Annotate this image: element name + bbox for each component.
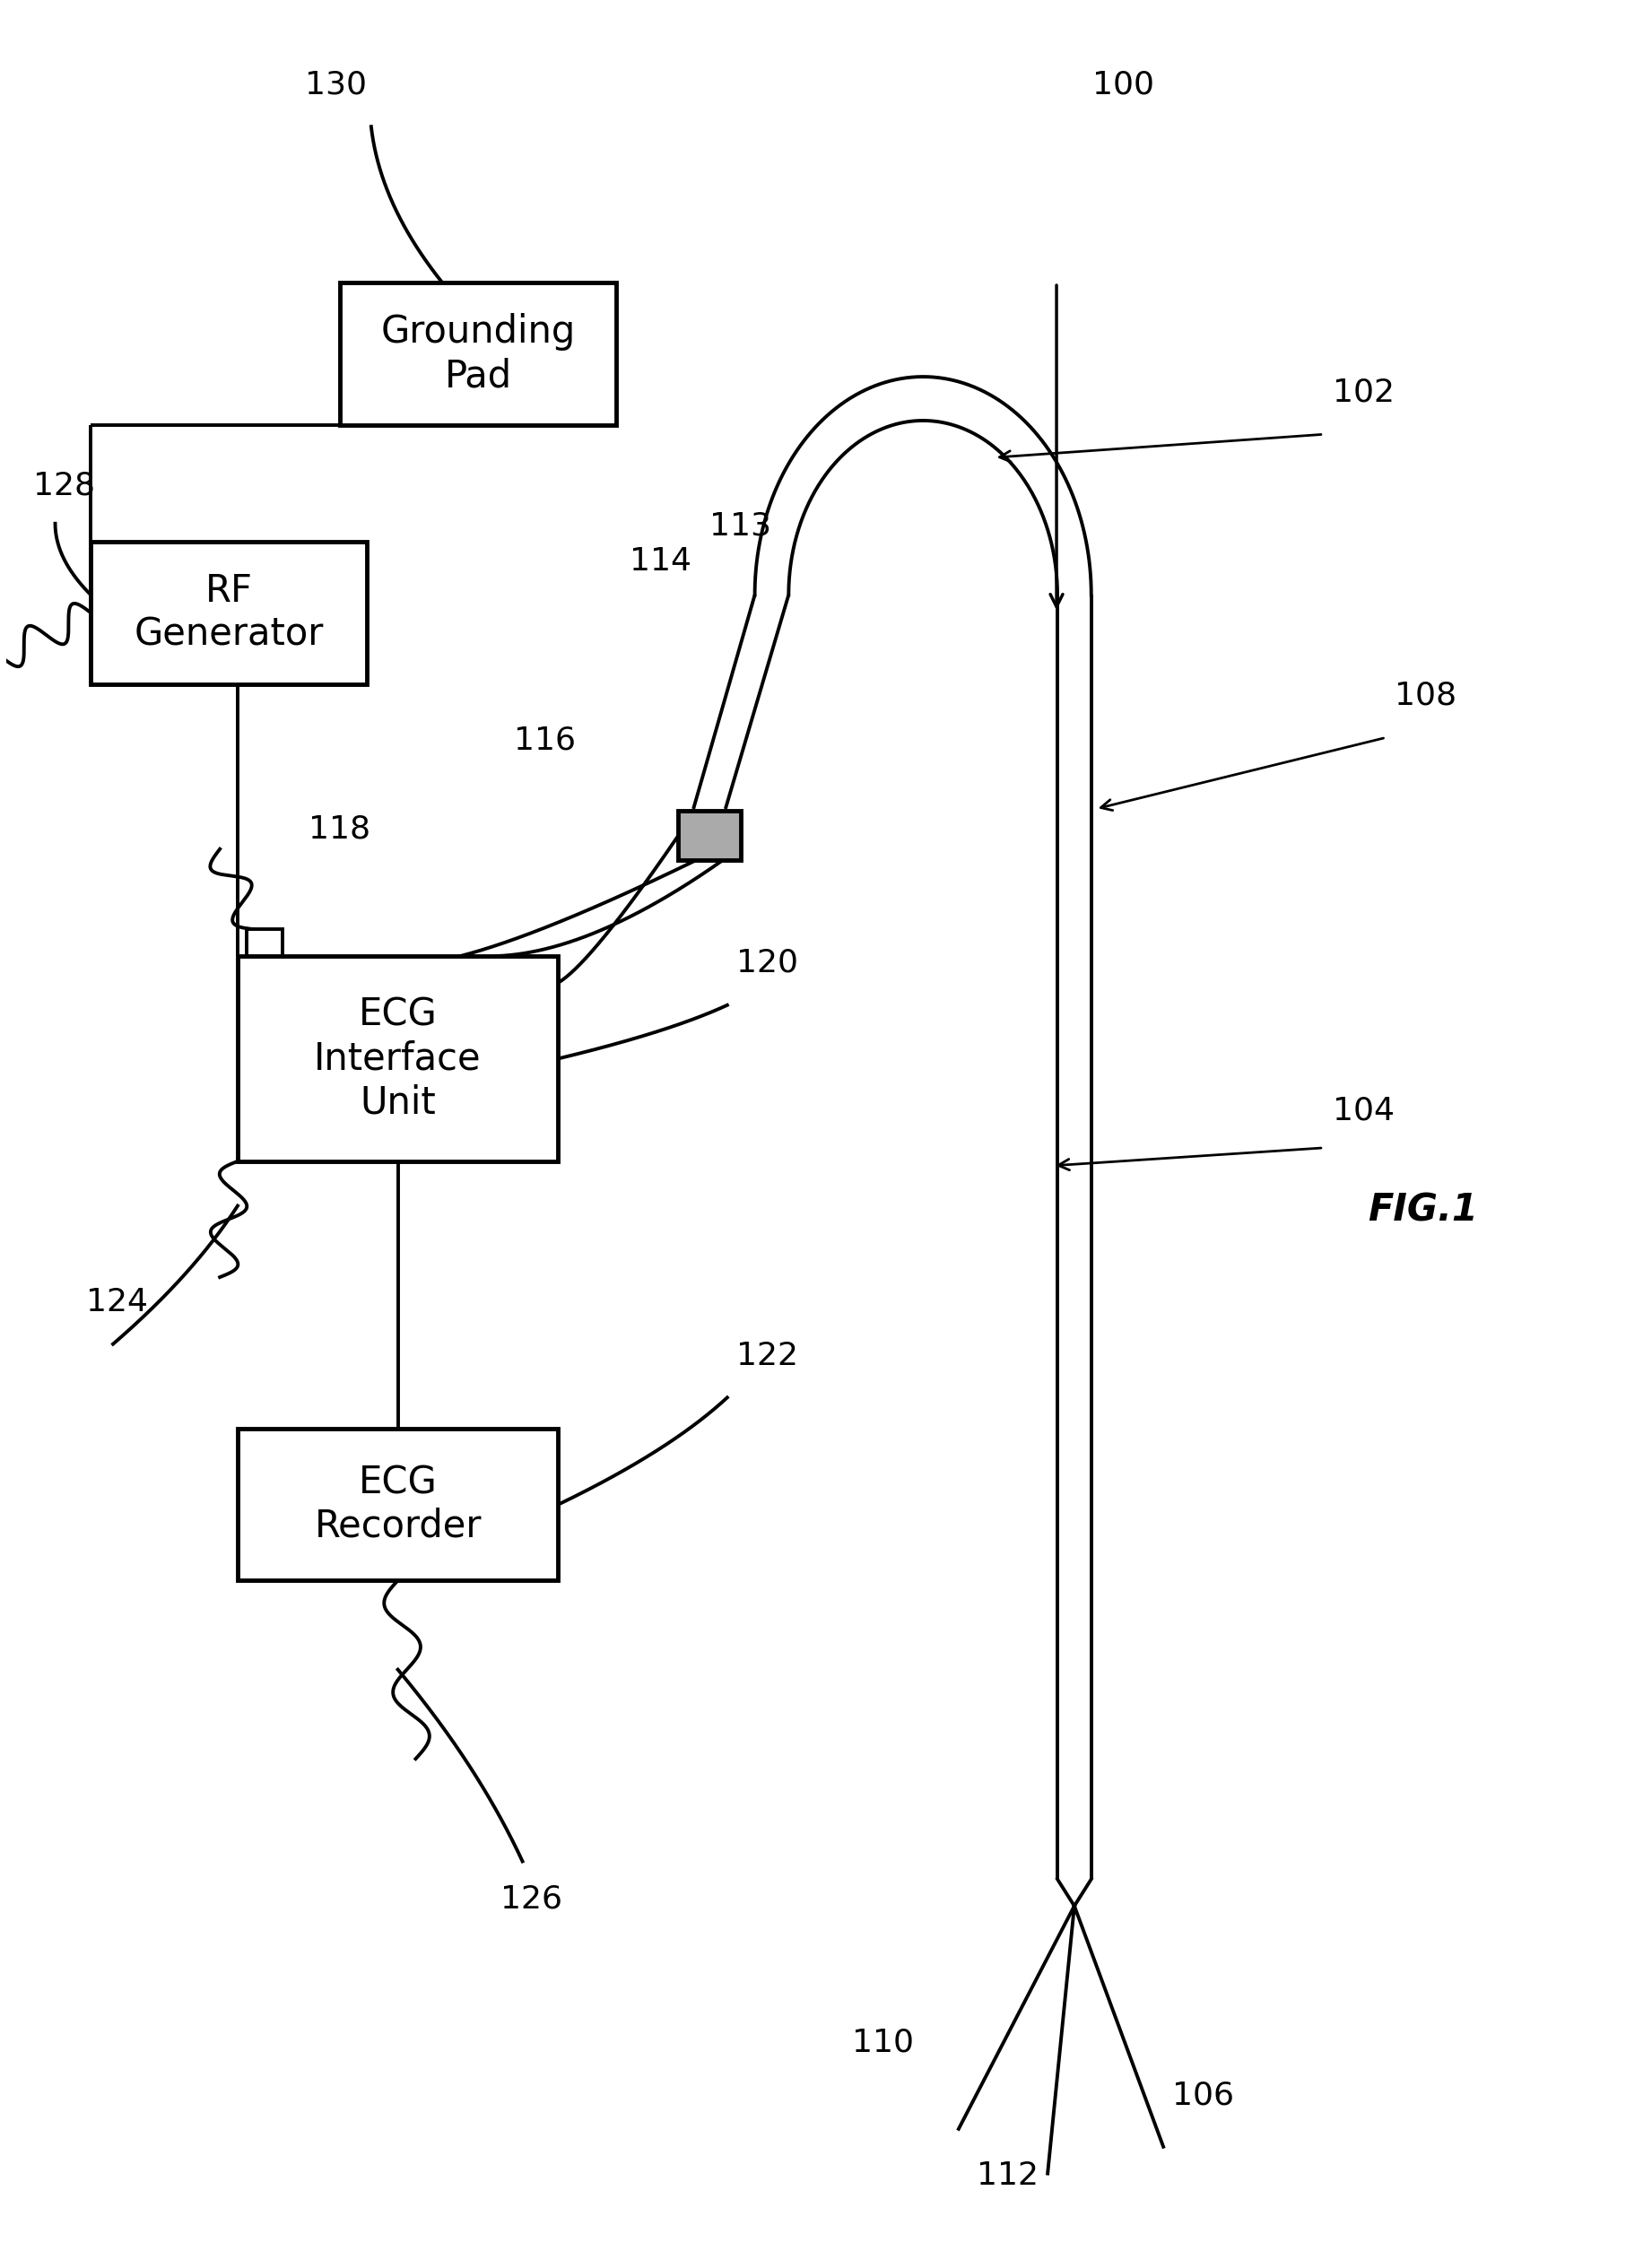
Text: 128: 128: [33, 470, 94, 502]
Bar: [91, 542, 367, 685]
Text: 113: 113: [709, 511, 771, 542]
Text: 102: 102: [1333, 377, 1394, 407]
Bar: [238, 956, 558, 1162]
Text: 106: 106: [1173, 2081, 1234, 2111]
Text: 118: 118: [309, 814, 370, 845]
Bar: [246, 929, 282, 956]
Text: 112: 112: [976, 2161, 1039, 2192]
Text: RF
Generator: RF Generator: [134, 572, 324, 653]
Text: ECG
Recorder: ECG Recorder: [314, 1464, 481, 1546]
Text: 104: 104: [1333, 1096, 1394, 1125]
Text: 100: 100: [1092, 70, 1155, 99]
Bar: [238, 1428, 558, 1580]
Text: 126: 126: [501, 1883, 562, 1914]
Text: Grounding
Pad: Grounding Pad: [380, 314, 575, 396]
Text: 122: 122: [737, 1340, 798, 1372]
Bar: [340, 282, 616, 425]
Text: 120: 120: [737, 947, 798, 979]
Text: FIG.1: FIG.1: [1368, 1191, 1479, 1229]
Text: 108: 108: [1394, 680, 1457, 712]
Text: 116: 116: [514, 725, 575, 755]
Text: ECG
Interface
Unit: ECG Interface Unit: [314, 997, 481, 1121]
Text: 110: 110: [852, 2027, 914, 2057]
Text: 114: 114: [629, 547, 691, 576]
Text: 124: 124: [86, 1286, 149, 1318]
Text: 130: 130: [304, 70, 367, 99]
Bar: [679, 811, 740, 861]
